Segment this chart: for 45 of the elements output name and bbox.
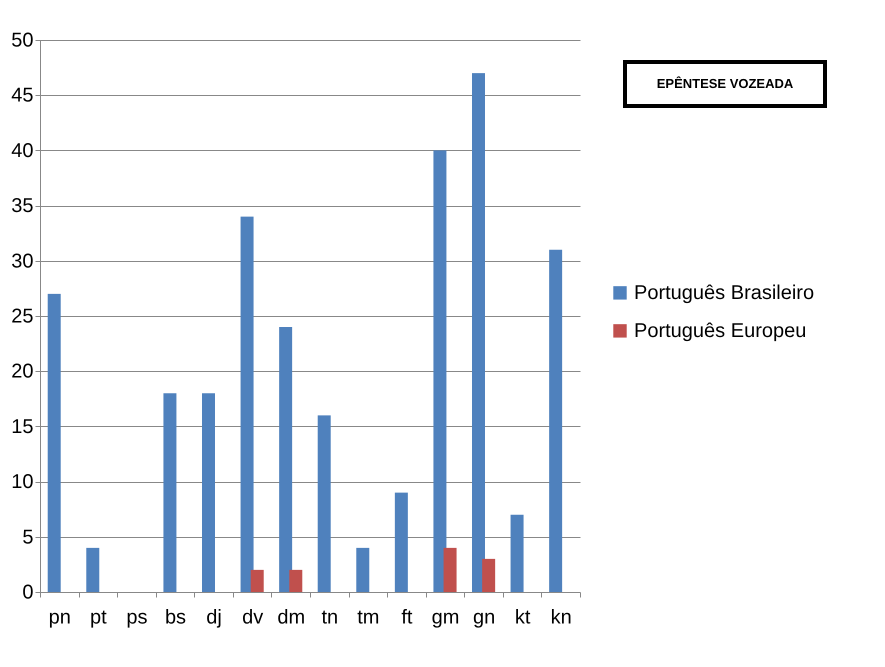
x-tick-label: bs (164, 606, 186, 628)
x-tick-label: kt (514, 606, 531, 628)
bar (510, 514, 524, 592)
y-tick-label: 20 (11, 360, 34, 383)
legend-label: Português Brasileiro (634, 282, 814, 304)
y-tick-label: 50 (11, 30, 34, 52)
x-tick-label: tm (357, 606, 380, 628)
x-tick-label: dm (277, 606, 306, 628)
y-tick-label: 30 (11, 250, 34, 272)
bar (433, 150, 446, 592)
x-tick-label: gm (432, 606, 460, 628)
bar (394, 492, 408, 592)
bar (163, 393, 176, 592)
y-tick-label: 40 (11, 140, 34, 162)
x-tick-label: ps (126, 606, 148, 628)
x-tick-label: dv (242, 606, 264, 628)
bar (289, 570, 302, 592)
bar (472, 73, 485, 592)
y-tick-label: 15 (11, 416, 34, 438)
x-tick-label: dj (206, 606, 222, 628)
bar (356, 548, 370, 592)
bar (549, 250, 562, 592)
text: EPÊNTESE VOZEADA (656, 76, 794, 91)
x-tick-label: tn (321, 606, 338, 628)
y-tick-label: 25 (11, 306, 34, 328)
x-tick-label: pn (48, 606, 71, 628)
x-tick-label: gn (472, 606, 496, 628)
y-tick-label: 45 (11, 84, 34, 107)
legend-label: Português Europeu (634, 320, 806, 342)
bar (318, 415, 331, 592)
bar (250, 570, 264, 592)
x-tick-label: ft (401, 606, 413, 628)
bar (86, 548, 100, 592)
bar (444, 548, 457, 592)
bar (48, 294, 61, 592)
x-tick-label: pt (90, 606, 108, 628)
y-tick-label: 5 (22, 526, 34, 548)
bar (482, 558, 496, 592)
bar (202, 393, 215, 592)
bar (279, 327, 292, 592)
y-tick-label: 35 (11, 195, 34, 218)
y-tick-label: 10 (11, 471, 34, 494)
y-tick-label: 0 (22, 582, 34, 604)
bar (240, 216, 254, 592)
x-tick-label: kn (550, 606, 572, 628)
